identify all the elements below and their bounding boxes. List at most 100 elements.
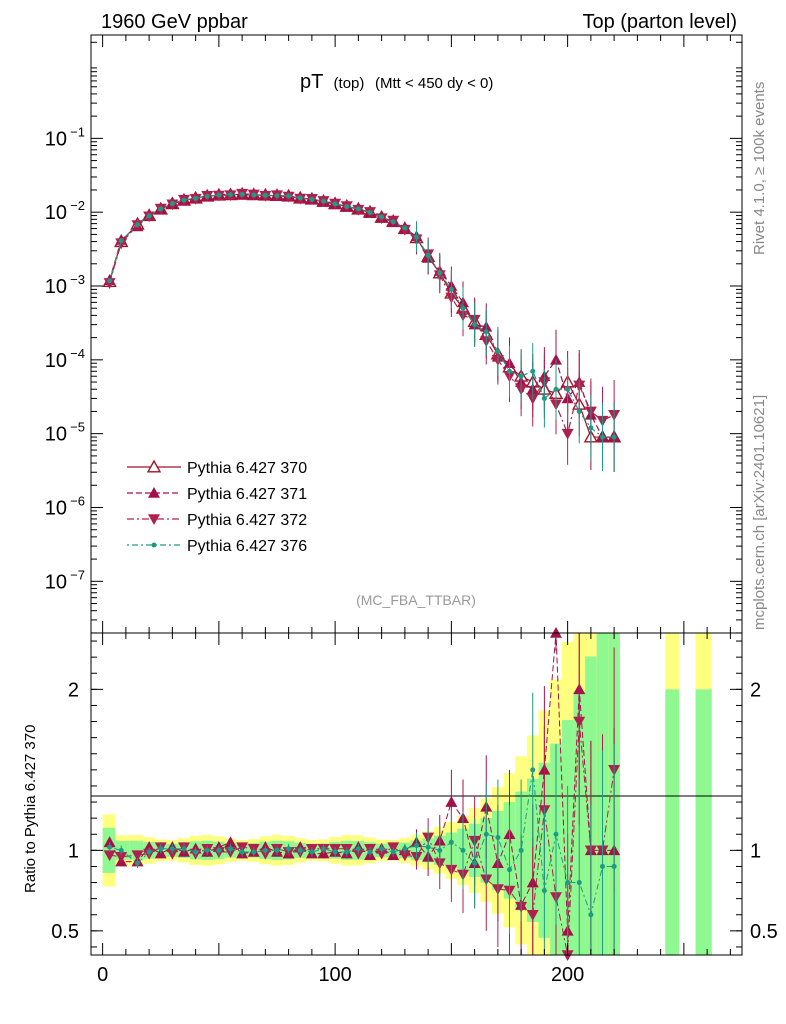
y-tick-exponent: −6 bbox=[70, 493, 85, 508]
ratio-point-s376 bbox=[251, 849, 257, 855]
data-point-s376 bbox=[600, 434, 605, 440]
ratio-point-s376 bbox=[518, 847, 524, 853]
legend-label-s372: Pythia 6.427 372 bbox=[187, 512, 307, 529]
data-point-s376 bbox=[332, 201, 338, 207]
data-point-s376 bbox=[118, 238, 124, 244]
data-point-s376 bbox=[251, 192, 257, 198]
ratio-point-s376 bbox=[286, 846, 292, 852]
ratio-point-s372 bbox=[103, 850, 116, 862]
data-point-s376 bbox=[588, 425, 594, 431]
ratio-point-s376 bbox=[193, 849, 199, 855]
energy-label: 1960 GeV ppbar bbox=[101, 11, 248, 33]
legend-label-s370: Pythia 6.427 370 bbox=[187, 460, 307, 477]
ratio-point-s376 bbox=[483, 831, 489, 837]
ratio-point-s376 bbox=[228, 846, 233, 852]
data-point-s376 bbox=[437, 270, 443, 276]
data-point-s376 bbox=[367, 210, 373, 216]
series-line-s372 bbox=[109, 193, 615, 436]
ratio-point-s376 bbox=[344, 849, 350, 855]
data-point-s376 bbox=[565, 386, 571, 392]
data-point-s376 bbox=[239, 191, 245, 197]
y-tick-label: 10 bbox=[45, 571, 67, 593]
ratio-point-s376 bbox=[390, 849, 396, 855]
ratio-point-s376 bbox=[530, 767, 536, 773]
data-point-s372 bbox=[561, 428, 574, 440]
y-tick-exponent: −4 bbox=[70, 346, 85, 361]
ratio-point-s376 bbox=[472, 860, 478, 866]
data-point-s376 bbox=[216, 192, 222, 198]
data-point-s376 bbox=[204, 193, 210, 199]
ratio-axis-ticks: 0.5 0.5 1 1 2 2 bbox=[51, 640, 778, 948]
ratio-point-s376 bbox=[507, 867, 512, 873]
data-point-s376 bbox=[495, 348, 501, 354]
data-point-s376 bbox=[181, 197, 187, 203]
uncertainty-band-green bbox=[665, 689, 680, 955]
uncertainty-band-green bbox=[102, 827, 116, 873]
uncertainty-band-green bbox=[695, 689, 712, 955]
data-point-s376 bbox=[193, 195, 199, 201]
ratio-y-axis-label: Ratio to Pythia 6.427 370 bbox=[22, 725, 39, 893]
ratio-point-s376 bbox=[262, 847, 268, 853]
main-plot-panel: 10−110−210−310−410−510−610−7 pT (top) (M… bbox=[45, 34, 743, 634]
data-point-s376 bbox=[414, 234, 419, 240]
data-point-s376 bbox=[228, 192, 233, 198]
ratio-point-s376 bbox=[495, 834, 501, 840]
data-point-s376 bbox=[390, 219, 396, 225]
ratio-point-s376 bbox=[332, 849, 338, 855]
ratio-point-s376 bbox=[425, 844, 431, 850]
ratio-tick-label: 2 bbox=[68, 679, 79, 701]
data-point-s376 bbox=[553, 386, 559, 392]
data-point-s376 bbox=[344, 204, 350, 210]
data-point-s376 bbox=[460, 305, 466, 311]
ratio-point-s376 bbox=[135, 860, 140, 866]
ratio-point-s376 bbox=[448, 839, 454, 845]
ratio-point-s376 bbox=[216, 847, 222, 853]
ratio-point-s376 bbox=[355, 846, 361, 852]
y-tick-exponent: −7 bbox=[70, 567, 85, 582]
y-tick-label: 10 bbox=[45, 128, 67, 150]
ratio-point-s376 bbox=[118, 847, 124, 853]
data-point-s376 bbox=[309, 196, 315, 202]
rivet-version-label: Rivet 4.1.0, ≥ 100k events bbox=[751, 82, 768, 255]
ratio-point-s376 bbox=[460, 847, 466, 853]
data-point-s376 bbox=[518, 373, 524, 379]
plot-title: pT (top) (Mtt < 450 dy < 0) bbox=[300, 71, 493, 93]
ratio-point-s376 bbox=[169, 846, 175, 852]
ratio-point-s376 bbox=[553, 831, 559, 837]
ratio-point-s376 bbox=[204, 847, 210, 853]
process-label: Top (parton level) bbox=[582, 11, 737, 33]
ratio-point-s371 bbox=[445, 796, 458, 807]
data-point-s376 bbox=[262, 192, 268, 198]
data-point-s376 bbox=[379, 214, 385, 220]
ratio-plot-panel: 0.5 0.5 1 1 2 2 Ratio to Pythia 6.427 370 bbox=[22, 627, 778, 961]
y-tick-exponent: −5 bbox=[70, 420, 85, 435]
series-line-s370 bbox=[109, 193, 615, 438]
data-point-s376 bbox=[483, 329, 489, 335]
series-line-s371 bbox=[109, 193, 615, 438]
uncertainty-band-yellow bbox=[665, 633, 680, 690]
y-tick-label: 10 bbox=[45, 350, 67, 372]
uncertainty-band-yellow bbox=[695, 633, 712, 690]
ratio-point-s376 bbox=[402, 846, 408, 852]
ratio-point-s376 bbox=[600, 863, 605, 869]
data-point-s376 bbox=[107, 278, 113, 284]
ratio-point-s376 bbox=[321, 846, 326, 852]
legend-marker-s370 bbox=[146, 459, 162, 473]
ratio-plot-frame bbox=[90, 632, 743, 956]
ratio-point-s372 bbox=[166, 848, 179, 860]
ratio-point-s372 bbox=[398, 850, 411, 862]
data-point-s376 bbox=[286, 193, 292, 199]
ratio-point-s376 bbox=[274, 847, 280, 853]
ratio-tick-label: 0.5 bbox=[51, 921, 79, 943]
ratio-point-s376 bbox=[379, 846, 385, 852]
data-point-s376 bbox=[576, 408, 582, 414]
data-point-s376 bbox=[135, 222, 140, 228]
legend-label-s371: Pythia 6.427 371 bbox=[187, 486, 307, 503]
ratio-point-s376 bbox=[146, 849, 152, 855]
x-tick-label: 200 bbox=[551, 964, 584, 986]
ratio-point-s372 bbox=[352, 848, 365, 860]
y-tick-label: 10 bbox=[45, 424, 67, 446]
data-point-s376 bbox=[402, 225, 408, 231]
ratio-point-s376 bbox=[576, 880, 582, 886]
